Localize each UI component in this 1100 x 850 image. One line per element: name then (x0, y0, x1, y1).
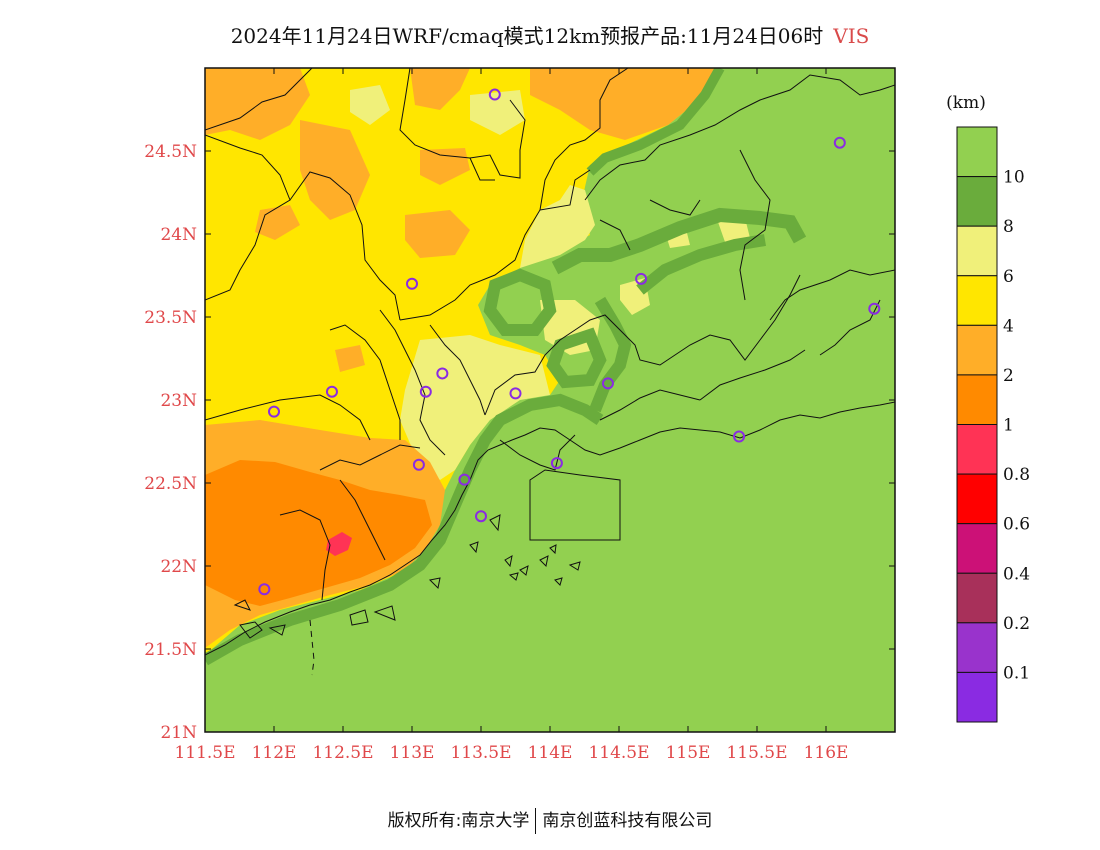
legend-label: 2 (1003, 366, 1014, 386)
legend-label: 10 (1003, 168, 1025, 188)
y-tick-label: 24.5N (144, 142, 197, 162)
field-vis-2to4-north-a (205, 68, 310, 140)
legend-label: 6 (1003, 267, 1014, 287)
legend-swatch (956, 324, 998, 376)
footer-owner: 版权所有:南京大学 (387, 811, 530, 831)
city-marker (436, 367, 449, 380)
field-vis-8to10-band-north (551, 207, 807, 275)
visibility-field (205, 68, 895, 732)
field-vis-8to10-band-mid (589, 296, 632, 413)
city-markers (258, 88, 881, 596)
legend-swatch (956, 225, 998, 277)
field-vis-8to10-coast (205, 393, 604, 666)
city-marker (458, 473, 471, 486)
legend-label: 0.8 (1003, 465, 1030, 485)
legend-label: 0.1 (1003, 663, 1030, 683)
city-marker (412, 458, 425, 471)
y-tick-label: 24N (160, 225, 197, 245)
city-marker (733, 430, 746, 443)
y-tick-label: 22N (160, 557, 197, 577)
legend-swatch (956, 374, 998, 425)
islands (233, 514, 581, 639)
legend-label: 0.2 (1003, 614, 1030, 634)
city-marker (868, 302, 881, 315)
y-tick-label: 21N (160, 723, 197, 743)
y-tick-label: 23.5N (144, 308, 197, 328)
city-marker (488, 88, 501, 101)
x-tick-label: 114E (528, 743, 573, 763)
field-vis-2to4-north-b (410, 68, 470, 110)
admin-boundaries (205, 68, 895, 601)
legend-label: 0.4 (1003, 564, 1030, 584)
field-vis-6to8-d (350, 85, 390, 125)
field-vis-8to10-edge (586, 68, 725, 176)
city-marker (550, 457, 563, 470)
city-marker (419, 385, 432, 398)
city-marker (406, 277, 418, 290)
city-marker (325, 385, 338, 398)
map-title: 2024年11月24日WRF/cmaq模式12km预报产品:11月24日06时 V… (0, 20, 1100, 49)
legend-unit: (km) (946, 93, 986, 113)
x-tick-label: 114.5E (588, 743, 649, 763)
y-axis-ticks: 21N 21.5N 22N 22.5N 23N 23.5N 24N 24.5N (144, 142, 895, 743)
city-marker (635, 272, 648, 285)
legend-swatch (956, 176, 998, 227)
field-vis-8to10-ring-b (546, 327, 607, 389)
city-marker (509, 387, 522, 400)
field-vis-2to4-north-c (530, 68, 722, 140)
legend-swatch (956, 424, 998, 475)
legend-swatch (956, 473, 998, 525)
legend-swatch (956, 572, 998, 624)
x-tick-label: 113E (390, 743, 435, 763)
city-marker (258, 583, 271, 596)
x-tick-label: 115.5E (726, 743, 787, 763)
x-axis-ticks: 111.5E 112E 112.5E 113E 113.5E 114E 114.5E 115E… (174, 68, 848, 763)
legend-swatch (956, 671, 998, 723)
x-tick-label: 111.5E (174, 743, 235, 763)
legend-swatch (956, 523, 998, 574)
legend-label: 0.6 (1003, 515, 1030, 535)
x-tick-label: 115E (666, 743, 711, 763)
legend-label: 4 (1003, 316, 1014, 336)
x-tick-label: 112.5E (312, 743, 373, 763)
field-vis-6to8-g (718, 218, 750, 242)
field-vis-8to10-band-east (636, 234, 766, 295)
x-tick-label: 112E (252, 743, 297, 763)
legend-label: 8 (1003, 217, 1014, 237)
footer-copyright: 版权所有:南京大学 南京创蓝科技有限公司 (0, 806, 1100, 834)
y-tick-label: 21.5N (144, 640, 197, 660)
field-vis-0.8to1-spot (326, 532, 352, 556)
legend-swatch (956, 275, 998, 326)
legend-swatch (956, 622, 998, 673)
field-vis-1to2-southwest (205, 460, 432, 606)
legend-swatch (956, 126, 998, 178)
title-text: 2024年11月24日WRF/cmaq模式12km预报产品:11月24日06时 (230, 24, 824, 48)
city-marker (601, 377, 614, 390)
city-marker (268, 405, 280, 418)
visibility-map-figure: 111.5E 112E 112.5E 113E 113.5E 114E 114.5E 115E… (144, 67, 1030, 763)
field-vis-8to10-ring-a (483, 268, 557, 336)
city-marker (475, 510, 487, 523)
x-tick-label: 116E (804, 743, 849, 763)
field-vis-6to8-a (520, 185, 595, 268)
field-vis-2to4-north-e (405, 210, 470, 258)
title-variable: VIS (833, 24, 870, 48)
coastline (205, 401, 895, 656)
maritime-boundary (309, 619, 315, 676)
footer-company: 南京创蓝科技有限公司 (542, 811, 713, 831)
field-vis-2to4-north-g (335, 345, 365, 372)
y-tick-label: 23N (160, 391, 197, 411)
color-legend: 10 8 6 4 2 1 0.8 0.6 0.4 0.2 0.1 (956, 126, 1030, 723)
y-tick-label: 22.5N (144, 474, 197, 494)
legend-label: 1 (1003, 416, 1014, 436)
x-tick-label: 113.5E (450, 743, 511, 763)
city-marker (833, 136, 846, 149)
footer-separator (535, 808, 537, 834)
field-vis-2to4-north-d (300, 120, 370, 220)
